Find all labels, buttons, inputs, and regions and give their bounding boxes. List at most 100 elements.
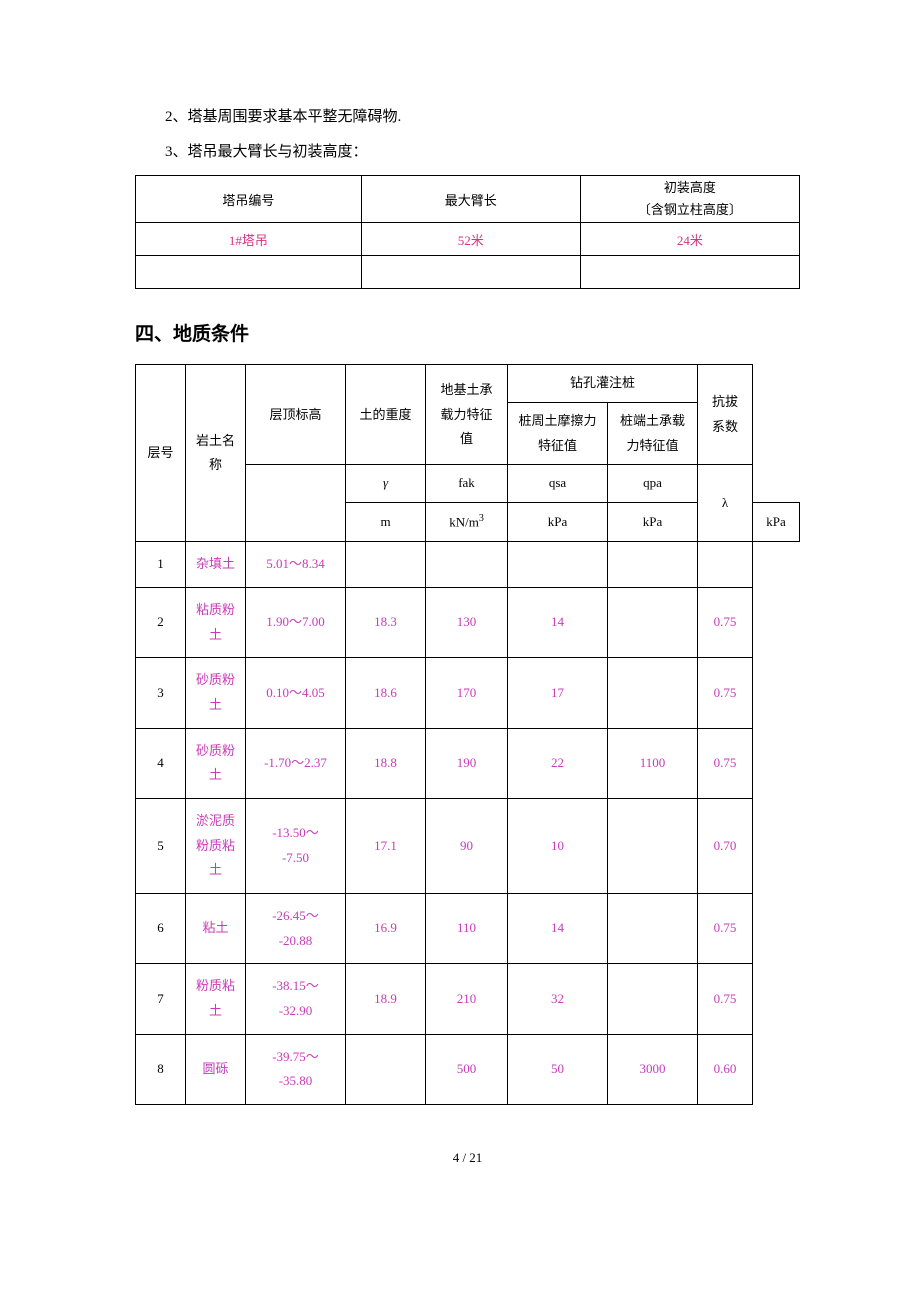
geo-cell-qpa: 3000 <box>608 1034 698 1104</box>
page-number: 4 / 21 <box>135 1150 800 1166</box>
geo-cell-lam <box>698 542 753 588</box>
geo-unit-weight: kN/m3 <box>426 503 508 542</box>
geo-row: 3砂质粉土0.10～4.0518.617017 0.75 <box>136 658 800 728</box>
geo-h-name: 岩土名 称 <box>186 365 246 542</box>
geo-cell-lam: 0.60 <box>698 1034 753 1104</box>
geo-h-weight: 土的重度 <box>346 365 426 465</box>
body-text-2: 2、塔基周围要求基本平整无障碍物. <box>135 100 800 135</box>
geo-cell-name: 粘质粉土 <box>186 587 246 657</box>
geo-cell-qsa: 14 <box>508 587 608 657</box>
geo-cell-elev: 0.10～4.05 <box>246 658 346 728</box>
geo-cell-fak: 190 <box>426 728 508 798</box>
geo-cell-layer: 1 <box>136 542 186 588</box>
geo-cell-layer: 6 <box>136 894 186 964</box>
geo-cell-name: 杂填土 <box>186 542 246 588</box>
geo-row: 1杂填土5.01～8.34 <box>136 542 800 588</box>
geo-cell-fak: 170 <box>426 658 508 728</box>
geo-cell-qsa: 10 <box>508 798 608 893</box>
geo-row: 8圆砾-39.75～-35.80 5005030000.60 <box>136 1034 800 1104</box>
geo-cell-name: 砂质粉土 <box>186 728 246 798</box>
geo-cell-qpa <box>608 587 698 657</box>
geo-cell-lam: 0.75 <box>698 894 753 964</box>
geo-cell-qpa <box>608 894 698 964</box>
geo-cell-name: 圆砾 <box>186 1034 246 1104</box>
geo-cell-fak <box>426 542 508 588</box>
geo-cell-layer: 3 <box>136 658 186 728</box>
geo-cell-lam: 0.75 <box>698 587 753 657</box>
crane-cell <box>580 256 799 289</box>
geo-cell-lam: 0.75 <box>698 658 753 728</box>
geo-cell-lam: 0.70 <box>698 798 753 893</box>
geo-sym-friction: qsa <box>508 465 608 503</box>
geo-cell-elev: -1.70～2.37 <box>246 728 346 798</box>
geo-cell-w: 18.3 <box>346 587 426 657</box>
geology-table: 层号 岩土名 称 层顶标高 土的重度 地基土承 载力特征 值 钻孔灌注桩 抗拔 … <box>135 364 800 1105</box>
geo-unit-bearing: kPa <box>508 503 608 542</box>
geo-cell-qsa: 50 <box>508 1034 608 1104</box>
geo-cell-qsa: 17 <box>508 658 608 728</box>
body-text-3: 3、塔吊最大臂长与初装高度： <box>135 135 800 170</box>
geo-cell-lam: 0.75 <box>698 728 753 798</box>
geo-cell-fak: 90 <box>426 798 508 893</box>
crane-header-height: 初装高度 〔含钢立柱高度〕 <box>580 176 799 223</box>
geo-row: 7粉质粘土-38.15～-32.9018.9210320.75 <box>136 964 800 1034</box>
geo-sym-tip: qpa <box>608 465 698 503</box>
crane-header-height-l1: 初装高度 <box>582 177 798 199</box>
crane-row-1: 1#塔吊 52米 24米 <box>136 223 800 256</box>
geo-cell-w: 16.9 <box>346 894 426 964</box>
crane-header-arm: 最大臂长 <box>361 176 580 223</box>
section-title-4: 四、地质条件 <box>135 319 800 346</box>
geo-cell-layer: 4 <box>136 728 186 798</box>
geo-cell-layer: 2 <box>136 587 186 657</box>
geo-row: 4砂质粉土-1.70～2.3718.81902211000.75 <box>136 728 800 798</box>
geo-cell-qpa: 1100 <box>608 728 698 798</box>
geo-row: 5淤泥质粉质粘土-13.50～-7.5017.19010 0.70 <box>136 798 800 893</box>
geo-cell-fak: 110 <box>426 894 508 964</box>
geo-cell-w: 17.1 <box>346 798 426 893</box>
geo-unit-friction: kPa <box>608 503 698 542</box>
geo-cell-name: 粘土 <box>186 894 246 964</box>
geo-cell-qsa <box>508 542 608 588</box>
geo-sym-weight: γ <box>346 465 426 503</box>
geo-cell-name: 淤泥质粉质粘土 <box>186 798 246 893</box>
geo-cell-layer: 7 <box>136 964 186 1034</box>
geo-cell-elev: -13.50～-7.50 <box>246 798 346 893</box>
geo-cell-elev: -39.75～-35.80 <box>246 1034 346 1104</box>
geo-cell-qsa: 14 <box>508 894 608 964</box>
geo-cell-qsa: 22 <box>508 728 608 798</box>
geo-h-elev: 层顶标高 <box>246 365 346 465</box>
geo-sym-bearing: fak <box>426 465 508 503</box>
geo-cell-elev: -26.45～-20.88 <box>246 894 346 964</box>
geo-cell-elev: -38.15～-32.90 <box>246 964 346 1034</box>
crane-cell <box>136 256 362 289</box>
geo-cell-w <box>346 1034 426 1104</box>
geo-cell-qpa <box>608 542 698 588</box>
geo-cell-name: 砂质粉土 <box>186 658 246 728</box>
geo-cell-lam: 0.75 <box>698 964 753 1034</box>
geo-cell-elev: 1.90～7.00 <box>246 587 346 657</box>
geo-sym-pullout: λ <box>698 465 753 542</box>
geo-cell-fak: 500 <box>426 1034 508 1104</box>
geo-cell-layer: 8 <box>136 1034 186 1104</box>
geo-unit-tip: kPa <box>753 503 800 542</box>
geo-cell-name: 粉质粘土 <box>186 964 246 1034</box>
geo-cell-qpa <box>608 964 698 1034</box>
geo-h-friction: 桩周土摩擦力 特征值 <box>508 403 608 465</box>
geo-cell-w: 18.8 <box>346 728 426 798</box>
crane-row-empty <box>136 256 800 289</box>
geo-cell-layer: 5 <box>136 798 186 893</box>
geo-cell-w: 18.6 <box>346 658 426 728</box>
crane-cell: 1#塔吊 <box>136 223 362 256</box>
geo-cell-qsa: 32 <box>508 964 608 1034</box>
geo-unit-elev: m <box>346 503 426 542</box>
crane-header-height-l2: 〔含钢立柱高度〕 <box>582 199 798 221</box>
geo-row: 2粘质粉土1.90～7.0018.3130140.75 <box>136 587 800 657</box>
geo-cell-qpa <box>608 658 698 728</box>
geo-cell-w <box>346 542 426 588</box>
geo-h-tip: 桩端土承载 力特征值 <box>608 403 698 465</box>
geo-cell-fak: 210 <box>426 964 508 1034</box>
geo-h-layer: 层号 <box>136 365 186 542</box>
crane-cell: 24米 <box>580 223 799 256</box>
geo-blank <box>246 465 346 542</box>
geo-cell-qpa <box>608 798 698 893</box>
